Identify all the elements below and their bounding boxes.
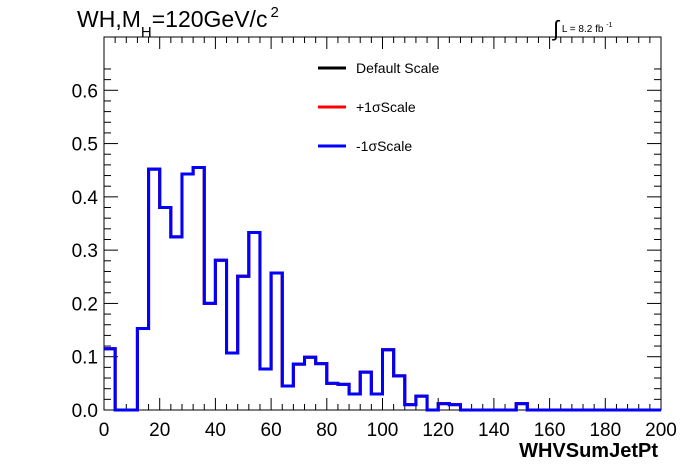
x-tick-label: 80	[316, 420, 337, 441]
title-superscript: 2	[270, 4, 279, 21]
y-tick-label: 0.3	[72, 241, 98, 262]
series-group	[104, 166, 661, 412]
y-tick-label: 0.6	[72, 81, 98, 102]
x-tick-label: 100	[367, 420, 399, 441]
title-main: WH,M	[77, 6, 141, 32]
integral-icon: ∫	[553, 16, 560, 41]
lumi-superscript: -1	[606, 22, 613, 29]
y-tick-label: 0.1	[72, 348, 98, 369]
x-tick-label: 180	[589, 420, 621, 441]
histogram-series-2	[104, 166, 661, 412]
y-tick-label: 0.4	[72, 188, 99, 209]
title-subscript: H	[140, 24, 152, 41]
x-tick-label: 20	[149, 420, 170, 441]
x-tick-label: 160	[534, 420, 566, 441]
legend: Default Scale +1σScale -1σScale	[318, 60, 439, 154]
legend-label: -1σScale	[356, 138, 412, 154]
x-tick-label: 0	[99, 420, 110, 441]
x-tick-label: 120	[422, 420, 454, 441]
x-tick-label: 200	[645, 420, 677, 441]
title-rest: =120GeV/c	[151, 6, 268, 32]
y-axis: 0.0 0.1 0.2 0.3 0.4 0.5 0.6	[72, 68, 661, 422]
y-tick-label: 0.2	[72, 294, 98, 315]
legend-label: +1σScale	[356, 99, 416, 115]
chart-title: WH,MH=120GeV/c 2	[77, 4, 279, 41]
y-tick-label: 0.0	[72, 401, 98, 422]
x-axis: 0 20 40 60 80 100 120 140 160 180 200	[99, 37, 677, 441]
y-tick-label: 0.5	[72, 135, 98, 156]
x-tick-label: 40	[205, 420, 226, 441]
luminosity-label: ∫ L = 8.2 fb -1	[553, 12, 613, 41]
lumi-text: L = 8.2 fb	[561, 24, 604, 35]
x-tick-label: 140	[478, 420, 510, 441]
x-axis-title: WHVSumJetPt	[519, 440, 658, 462]
legend-label: Default Scale	[356, 60, 439, 76]
x-tick-label: 60	[261, 420, 282, 441]
